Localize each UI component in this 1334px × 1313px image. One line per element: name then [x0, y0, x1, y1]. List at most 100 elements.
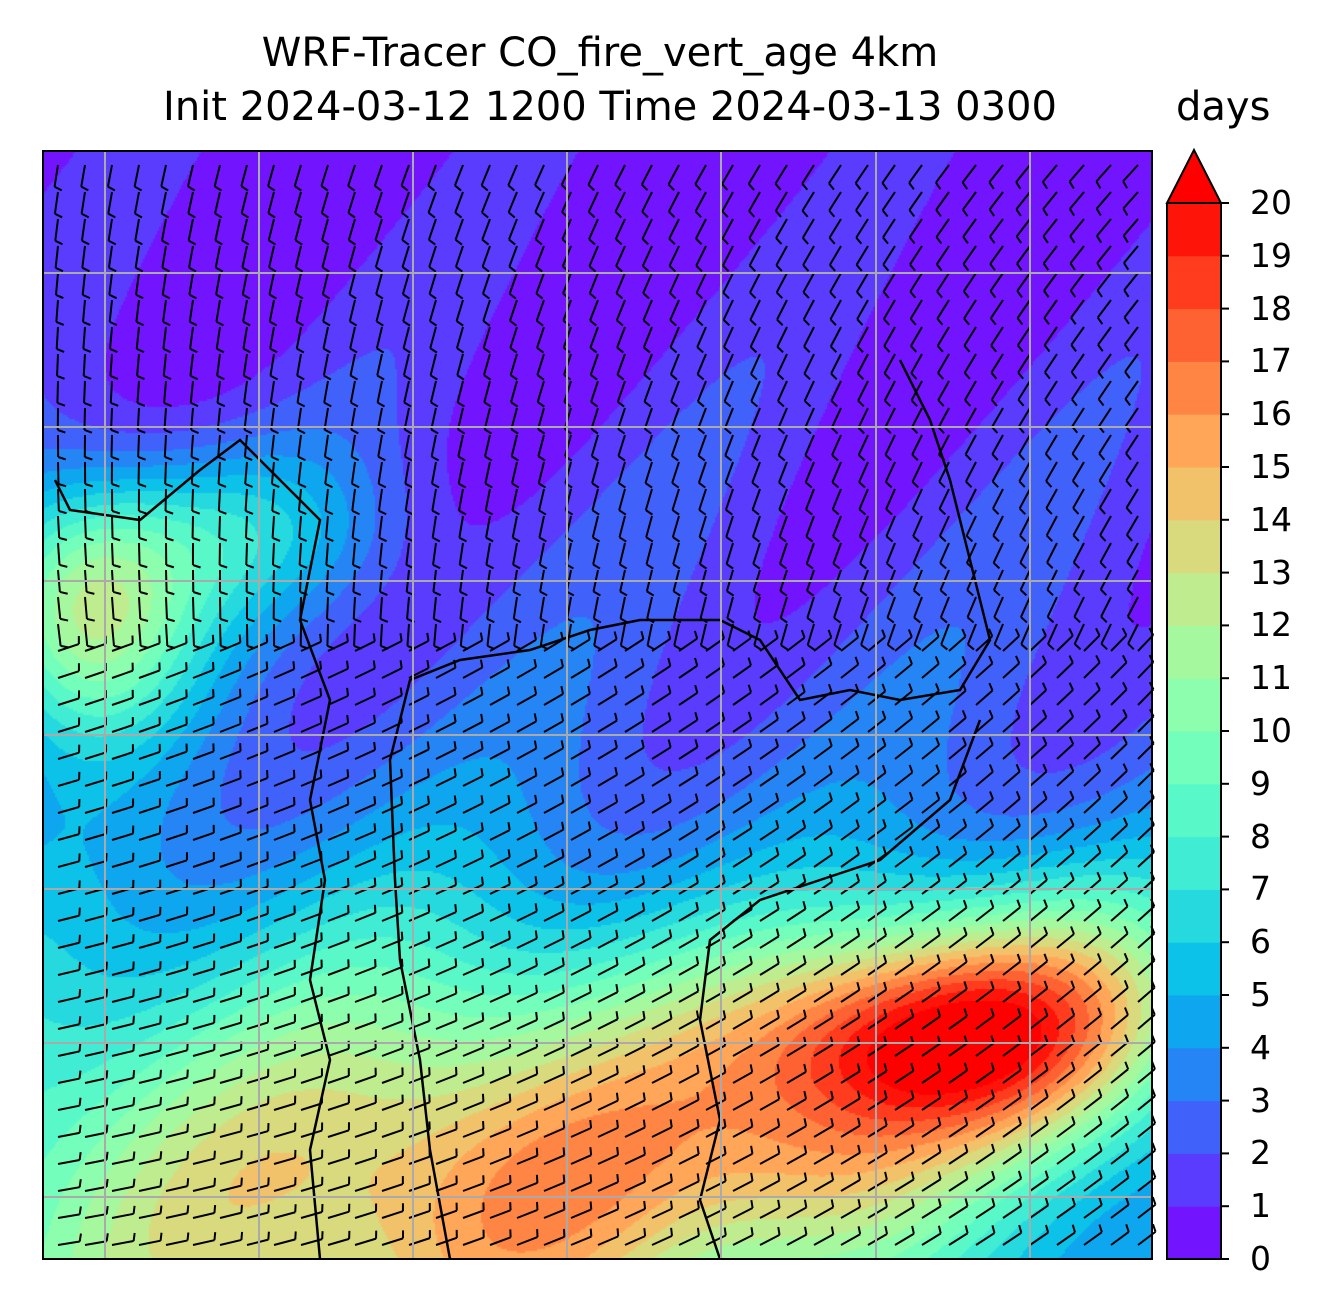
- wind-barb-flag: [589, 1092, 593, 1101]
- wind-barb-flag: [1124, 1088, 1130, 1097]
- colorbar-tick-label: 9: [1250, 763, 1271, 803]
- wind-barb-flag: [855, 765, 860, 774]
- wind-barb: [293, 164, 302, 187]
- wind-barb: [759, 1098, 780, 1111]
- wind-barb-flag: [295, 320, 304, 327]
- wind-barb: [1002, 1014, 1022, 1030]
- wind-barb-flag: [646, 590, 655, 597]
- wind-barb-flag: [642, 319, 651, 327]
- wind-barb: [462, 748, 484, 760]
- wind-barb: [641, 245, 653, 267]
- wind-barb: [948, 934, 968, 949]
- wind-barb-flag: [57, 456, 67, 461]
- wind-barb-flag: [160, 185, 169, 192]
- wind-barb-flag: [81, 266, 90, 273]
- wind-barb: [921, 907, 941, 922]
- wind-barb: [57, 623, 62, 646]
- wind-barb: [458, 488, 464, 511]
- wind-barb-flag: [643, 1228, 647, 1237]
- wind-barb-flag: [1041, 655, 1047, 664]
- wind-barb: [187, 164, 194, 187]
- wind-barb: [351, 488, 356, 511]
- wind-barb-flag: [937, 1225, 942, 1234]
- wind-barb: [1046, 542, 1058, 564]
- wind-barb: [273, 1102, 296, 1111]
- wind-barb: [829, 272, 842, 293]
- wind-barb-flag: [750, 1227, 754, 1236]
- wind-barb: [242, 353, 248, 376]
- wind-barb-flag: [485, 536, 494, 543]
- wind-barb-flag: [189, 347, 198, 354]
- wind-barb: [429, 326, 437, 349]
- wind-barb-flag: [159, 1178, 163, 1187]
- wind-barb-flag: [506, 659, 511, 668]
- wind-barb-flag: [1069, 817, 1075, 826]
- wind-barb: [651, 1207, 673, 1219]
- wind-barb-flag: [536, 347, 545, 354]
- wind-barb: [107, 245, 113, 268]
- wind-barb-flag: [963, 345, 971, 353]
- wind-barb-flag: [54, 212, 63, 219]
- wind-barb-flag: [775, 210, 782, 218]
- wind-barb: [111, 1022, 134, 1030]
- wind-barb: [830, 407, 842, 429]
- wind-barb-flag: [132, 1232, 136, 1242]
- wind-barb: [1056, 770, 1074, 787]
- wind-barb: [326, 596, 329, 620]
- wind-barb: [975, 988, 995, 1003]
- wind-barb-flag: [641, 183, 649, 191]
- wind-barb: [1098, 461, 1112, 482]
- wind-barb: [485, 542, 491, 565]
- wind-barb-flag: [667, 630, 672, 640]
- wind-barb-flag: [165, 537, 174, 542]
- wind-barb: [508, 245, 518, 267]
- wind-barb: [192, 777, 215, 787]
- wind-barb-flag: [748, 847, 753, 856]
- wind-barb-flag: [723, 1145, 727, 1155]
- wind-barb: [1070, 326, 1085, 346]
- wind-barb-flag: [775, 874, 780, 883]
- wind-barb: [1125, 461, 1139, 482]
- wind-barb-flag: [483, 401, 492, 408]
- wind-barb: [327, 694, 349, 706]
- wind-barb: [570, 747, 591, 760]
- wind-barb-flag: [299, 564, 308, 569]
- wind-barb: [988, 191, 1004, 211]
- wind-barb: [165, 940, 188, 949]
- wind-barb-flag: [828, 209, 836, 218]
- wind-barb: [993, 596, 1004, 618]
- wind-barb-flag: [748, 738, 753, 747]
- wind-barb: [786, 1098, 807, 1111]
- wind-barb: [192, 1157, 215, 1165]
- wind-barb: [84, 1213, 107, 1219]
- wind-barb: [1029, 1231, 1049, 1246]
- wind-barb: [483, 353, 491, 376]
- wind-barb: [508, 272, 518, 295]
- wind-barb: [948, 1015, 968, 1030]
- wind-barb: [644, 434, 653, 457]
- wind-barb: [867, 934, 887, 949]
- wind-barb: [428, 245, 437, 268]
- wind-barb-flag: [1015, 655, 1021, 664]
- wind-barb: [671, 488, 680, 511]
- wind-barb: [587, 164, 599, 186]
- wind-barb-flag: [1018, 453, 1026, 461]
- wind-barb: [1002, 1177, 1022, 1192]
- wind-barb: [246, 858, 269, 868]
- wind-barb-flag: [908, 656, 913, 665]
- wind-barb-flag: [272, 564, 281, 569]
- wind-barb-flag: [855, 900, 861, 909]
- wind-barb: [1029, 852, 1048, 868]
- wind-barb-flag: [802, 846, 807, 856]
- wind-barb-flag: [1123, 289, 1130, 298]
- wind-barb-flag: [1095, 682, 1101, 691]
- wind-barb-flag: [166, 618, 175, 623]
- wind-barb: [376, 380, 383, 403]
- wind-barb: [84, 995, 107, 1003]
- wind-barb: [57, 1023, 80, 1030]
- wind-barb-flag: [778, 508, 787, 516]
- wind-barb: [840, 1097, 861, 1111]
- wind-barb: [273, 831, 295, 841]
- wind-barb: [381, 1047, 403, 1057]
- wind-barb: [543, 855, 564, 868]
